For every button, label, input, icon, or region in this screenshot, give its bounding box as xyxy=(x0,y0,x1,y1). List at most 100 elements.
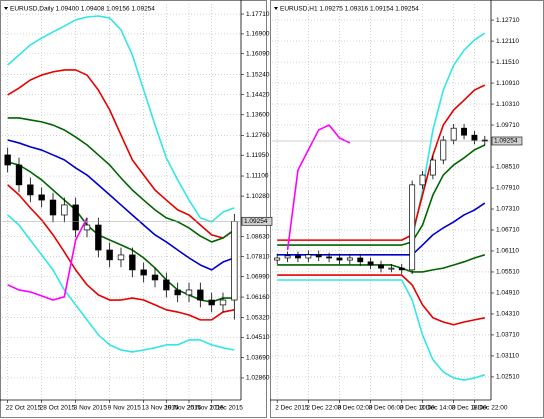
band-line xyxy=(277,84,486,241)
candle-body xyxy=(231,221,238,301)
price-label: 1.09254 xyxy=(244,218,268,225)
candle-body xyxy=(305,254,312,259)
candle-body xyxy=(326,256,333,259)
y-tick-label: 1.10280 xyxy=(246,193,270,200)
band-line xyxy=(7,139,235,271)
candle-body xyxy=(4,154,11,166)
y-tick-label: 1.04510 xyxy=(246,334,270,341)
y-tick-label: 1.10910 xyxy=(496,80,520,87)
y-tick-label: 1.15240 xyxy=(246,71,270,78)
candle-body xyxy=(471,134,478,141)
y-tick-label: 1.02860 xyxy=(246,375,270,382)
x-tick-label: 9 Nov 2015 xyxy=(108,405,142,412)
band-line xyxy=(277,144,486,246)
candle-body xyxy=(95,224,102,251)
band-line xyxy=(277,202,486,256)
y-tick-label: 1.10310 xyxy=(496,101,520,108)
y-tick-label: 1.12760 xyxy=(246,132,270,139)
candle-body xyxy=(357,257,364,263)
candle-body xyxy=(315,254,322,258)
price-label: 1.09254 xyxy=(494,138,518,145)
candle-body xyxy=(398,267,405,271)
candle-body xyxy=(208,299,215,306)
band-line xyxy=(7,161,235,303)
band-line xyxy=(7,217,88,301)
candle-body xyxy=(140,269,147,276)
x-tick-label: 25 Nov 2015 xyxy=(187,405,224,412)
y-tick-label: 1.03710 xyxy=(496,332,520,339)
candle-body xyxy=(367,261,374,266)
candle-body xyxy=(388,267,395,270)
y-tick-label: 1.06110 xyxy=(496,248,519,255)
y-tick-label: 1.17710 xyxy=(246,11,270,18)
candle-body xyxy=(185,289,193,296)
y-tick-label: 1.06990 xyxy=(246,273,270,280)
y-tick-label: 1.05510 xyxy=(496,269,520,276)
band-line xyxy=(7,214,235,353)
x-tick-label: 13 Nov 2015 xyxy=(142,405,179,412)
chart-title: EURUSD,Daily 1.09400 1.09408 1.09156 1.0… xyxy=(10,6,155,13)
title-icon xyxy=(4,7,8,10)
y-tick-label: 1.08510 xyxy=(496,164,520,171)
y-tick-label: 1.03110 xyxy=(496,353,519,360)
x-tick-label: 3 Dec 02:00 xyxy=(337,405,372,412)
y-tick-label: 1.12110 xyxy=(496,38,519,45)
y-tick-label: 1.04910 xyxy=(496,290,520,297)
y-tick-label: 1.12710 xyxy=(496,17,520,24)
candle-body xyxy=(346,257,353,261)
y-tick-label: 1.09710 xyxy=(496,122,520,129)
candle-body xyxy=(429,159,436,176)
y-tick-label: 1.13600 xyxy=(246,111,270,118)
x-tick-label: 2 Dec 22:00 xyxy=(306,405,341,412)
x-tick-label: 3 Dec 10:00 xyxy=(400,405,435,412)
candle-body xyxy=(409,184,416,271)
x-tick-label: 3 Dec 06:00 xyxy=(369,405,404,412)
x-tick-label: 3 Dec 22:00 xyxy=(472,405,507,412)
x-tick-label: 19 Nov 2015 xyxy=(164,405,201,412)
candle-body xyxy=(163,279,170,291)
candle-body xyxy=(83,224,91,231)
x-tick-label: 28 Oct 2015 xyxy=(40,405,76,412)
band-line xyxy=(286,124,351,251)
price-box xyxy=(241,216,273,226)
y-tick-label: 1.16900 xyxy=(246,31,270,38)
y-tick-label: 1.11100 xyxy=(246,173,269,180)
price-box xyxy=(491,136,523,146)
band-line xyxy=(7,117,235,243)
y-tick-label: 1.02510 xyxy=(496,374,520,381)
band-line xyxy=(7,15,235,223)
y-tick-label: 1.06710 xyxy=(496,227,520,234)
y-tick-label: 1.07310 xyxy=(496,206,520,213)
candle-body xyxy=(284,255,291,259)
candle-body xyxy=(378,264,384,269)
candle-body xyxy=(440,139,447,161)
y-tick-label: 1.03690 xyxy=(246,354,270,361)
x-tick-label: 1 Dec 2015 xyxy=(210,405,244,412)
x-tick-label: 3 Dec 14:00 xyxy=(421,405,456,412)
y-tick-label: 1.06160 xyxy=(246,294,270,301)
candle-body xyxy=(106,249,113,261)
y-tick-label: 1.11950 xyxy=(246,152,269,159)
x-tick-label: 3 Nov 2015 xyxy=(74,405,108,412)
candle-body xyxy=(274,257,281,261)
candle-body xyxy=(419,174,426,186)
band-line xyxy=(277,274,485,326)
x-tick-label: 3 Dec 18:00 xyxy=(452,405,487,412)
candle-body xyxy=(38,194,45,201)
candle-body xyxy=(15,164,23,186)
y-tick-label: 1.08630 xyxy=(246,233,270,240)
y-tick-label: 1.05320 xyxy=(246,314,270,321)
x-tick-label: 2 Dec 2015 xyxy=(275,405,309,412)
candle-body xyxy=(129,254,136,271)
y-tick-label: 1.07810 xyxy=(246,253,270,260)
y-tick-label: 1.11510 xyxy=(496,59,519,66)
y-tick-label: 1.07910 xyxy=(496,185,520,192)
band-line xyxy=(7,184,235,321)
y-tick-label: 1.04310 xyxy=(496,311,520,318)
candle-body xyxy=(61,204,68,216)
chart-title: EURUSD,H1 1.09275 1.09316 1.09154 1.0925… xyxy=(280,6,419,13)
candle-body xyxy=(151,274,159,281)
band-line xyxy=(7,69,235,239)
